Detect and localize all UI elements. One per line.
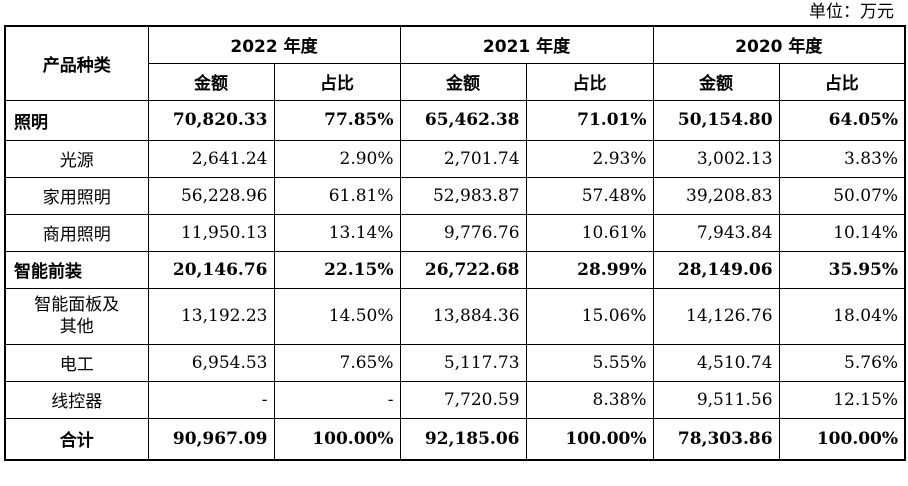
cell-ratio: 8.38%: [525, 380, 654, 419]
cell-ratio: 61.81%: [273, 176, 401, 215]
cell-amount: 50,154.80: [652, 99, 780, 141]
cell-amount: 13,884.36: [399, 287, 527, 345]
table-row: 照明 70,820.33 77.85% 65,462.38 71.01% 50,…: [4, 99, 906, 141]
unit-label: 单位：万元: [809, 2, 894, 22]
cell-ratio: 2.90%: [273, 139, 401, 178]
cell-amount: 9,511.56: [652, 380, 780, 419]
table-row: 光源 2,641.24 2.90% 2,701.74 2.93% 3,002.1…: [4, 139, 906, 178]
cell-amount: 26,722.68: [399, 250, 527, 289]
cell-amount: 14,126.76: [652, 287, 780, 345]
header-year-2022: 2022 年度: [147, 25, 401, 64]
cell-amount: 56,228.96: [147, 176, 275, 215]
cell-amount: 7,943.84: [652, 213, 780, 252]
cell-amount: 5,117.73: [399, 343, 527, 382]
table-row: 商用照明 11,950.13 13.14% 9,776.76 10.61% 7,…: [4, 213, 906, 252]
row-label-line: 其他: [59, 317, 94, 337]
cell-amount: 78,303.86: [652, 417, 780, 461]
cell-amount: 11,950.13: [147, 213, 275, 252]
cell-ratio: 12.15%: [778, 380, 906, 419]
table-row: 线控器 - - 7,720.59 8.38% 9,511.56 12.15%: [4, 380, 906, 419]
cell-amount: 65,462.38: [399, 99, 527, 141]
table-row: 智能面板及 其他 13,192.23 14.50% 13,884.36 15.06…: [4, 287, 906, 345]
total-row: 合计 90,967.09 100.00% 92,185.06 100.00% 7…: [4, 417, 906, 461]
cell-ratio: 35.95%: [778, 250, 906, 289]
header-category: 产品种类: [4, 25, 149, 101]
cell-amount: 90,967.09: [147, 417, 275, 461]
cell-ratio: 13.14%: [273, 213, 401, 252]
row-label: 照明: [4, 99, 149, 141]
row-label-line: 智能面板及: [34, 295, 120, 315]
cell-ratio: 100.00%: [273, 417, 401, 461]
cell-amount: 52,983.87: [399, 176, 527, 215]
cell-ratio: 14.50%: [273, 287, 401, 345]
row-label: 光源: [4, 139, 149, 178]
cell-ratio: 57.48%: [525, 176, 654, 215]
header-amount: 金额: [652, 62, 780, 101]
cell-amount: 6,954.53: [147, 343, 275, 382]
header-ratio: 占比: [525, 62, 654, 101]
row-label: 线控器: [4, 380, 149, 419]
cell-ratio: 10.61%: [525, 213, 654, 252]
cell-ratio: 5.55%: [525, 343, 654, 382]
cell-ratio: 50.07%: [778, 176, 906, 215]
cell-ratio: 3.83%: [778, 139, 906, 178]
row-label: 商用照明: [4, 213, 149, 252]
cell-ratio: 28.99%: [525, 250, 654, 289]
row-label: 智能前装: [4, 250, 149, 289]
cell-amount: 28,149.06: [652, 250, 780, 289]
revenue-table: 产品种类 2022 年度 2021 年度 2020 年度 金额 占比 金额 占比…: [4, 25, 907, 461]
cell-ratio: 18.04%: [778, 287, 906, 345]
cell-amount: 39,208.83: [652, 176, 780, 215]
cell-amount: 7,720.59: [399, 380, 527, 419]
header-ratio: 占比: [273, 62, 401, 101]
cell-amount: 92,185.06: [399, 417, 527, 461]
cell-ratio: 64.05%: [778, 99, 906, 141]
cell-ratio: 5.76%: [778, 343, 906, 382]
cell-ratio: -: [273, 380, 401, 419]
cell-ratio: 10.14%: [778, 213, 906, 252]
cell-amount: 2,641.24: [147, 139, 275, 178]
table-row: 电工 6,954.53 7.65% 5,117.73 5.55% 4,510.7…: [4, 343, 906, 382]
cell-ratio: 7.65%: [273, 343, 401, 382]
cell-amount: 2,701.74: [399, 139, 527, 178]
cell-amount: 9,776.76: [399, 213, 527, 252]
table-row: 家用照明 56,228.96 61.81% 52,983.87 57.48% 3…: [4, 176, 906, 215]
row-label: 合计: [4, 417, 149, 461]
header-amount: 金额: [399, 62, 527, 101]
header-year-2021: 2021 年度: [399, 25, 654, 64]
header-amount: 金额: [147, 62, 275, 101]
cell-ratio: 100.00%: [778, 417, 906, 461]
cell-amount: 70,820.33: [147, 99, 275, 141]
cell-ratio: 15.06%: [525, 287, 654, 345]
cell-amount: 20,146.76: [147, 250, 275, 289]
header-ratio: 占比: [778, 62, 906, 101]
row-label: 智能面板及 其他: [4, 287, 149, 345]
table-row: 智能前装 20,146.76 22.15% 26,722.68 28.99% 2…: [4, 250, 906, 289]
row-label: 电工: [4, 343, 149, 382]
cell-ratio: 22.15%: [273, 250, 401, 289]
header-year-2020: 2020 年度: [652, 25, 906, 64]
cell-ratio: 77.85%: [273, 99, 401, 141]
cell-ratio: 100.00%: [525, 417, 654, 461]
cell-amount: 13,192.23: [147, 287, 275, 345]
row-label: 家用照明: [4, 176, 149, 215]
cell-amount: -: [147, 380, 275, 419]
cell-ratio: 71.01%: [525, 99, 654, 141]
cell-amount: 3,002.13: [652, 139, 780, 178]
cell-ratio: 2.93%: [525, 139, 654, 178]
cell-amount: 4,510.74: [652, 343, 780, 382]
